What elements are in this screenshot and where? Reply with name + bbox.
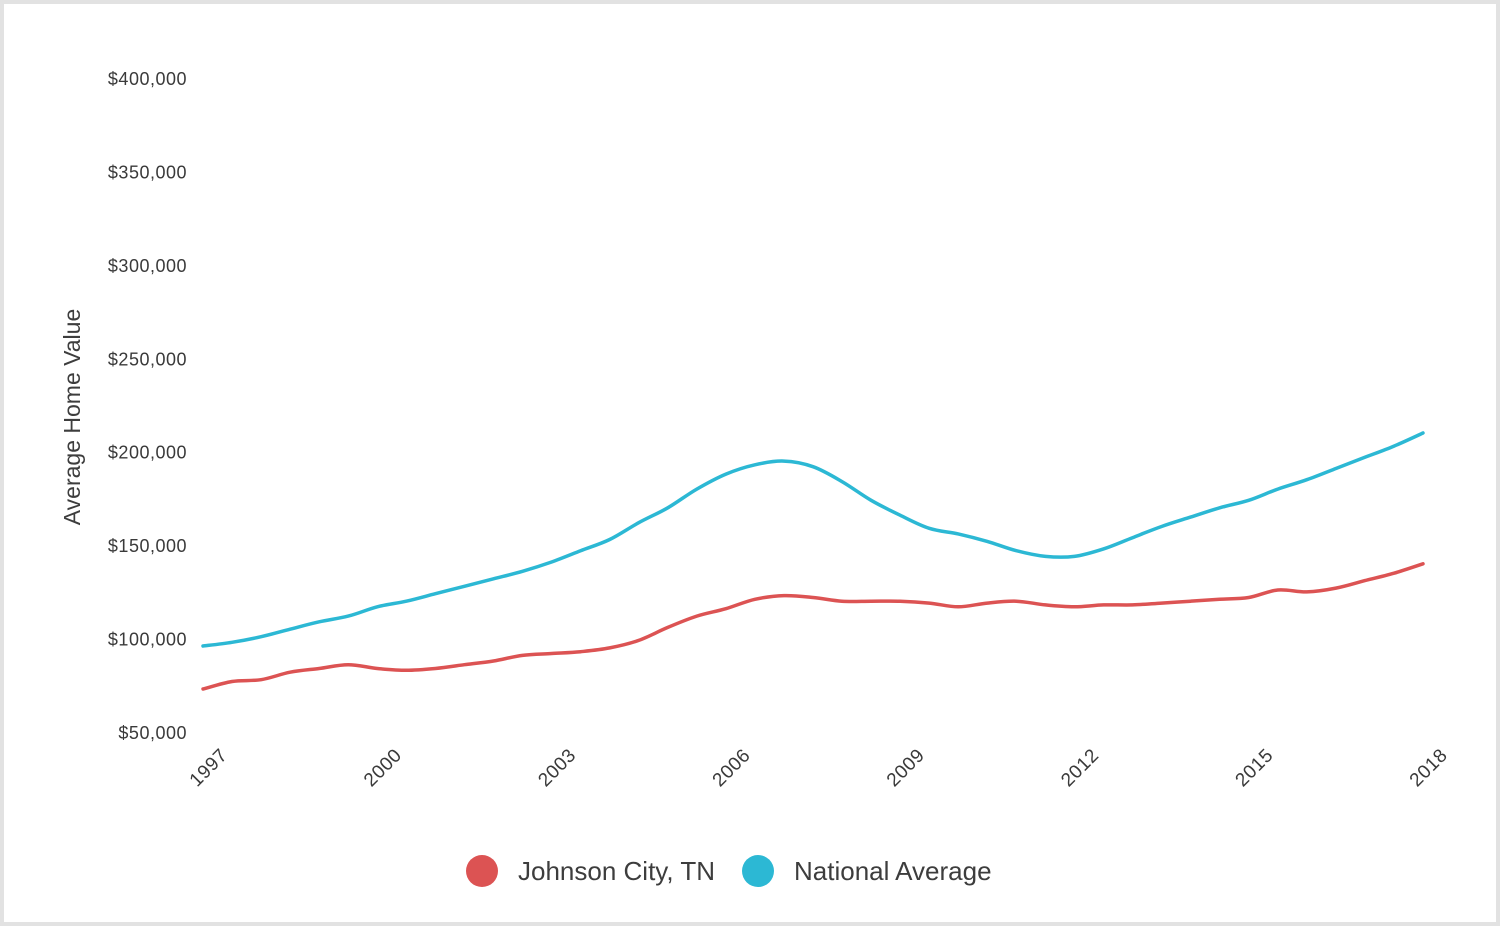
y-tick-label: $50,000 (118, 723, 187, 743)
x-tick-label: 2000 (360, 745, 406, 791)
y-tick-label: $350,000 (108, 162, 187, 182)
y-tick-label: $150,000 (108, 536, 187, 556)
y-axis-title: Average Home Value (59, 309, 85, 526)
legend-label: National Average (794, 856, 992, 886)
y-tick-label: $200,000 (108, 443, 187, 463)
x-tick-label: 2015 (1232, 745, 1278, 791)
legend-item-national-average[interactable]: National Average (742, 855, 992, 887)
legend-marker (742, 855, 774, 887)
legend-label: Johnson City, TN (518, 856, 715, 886)
x-axis-ticks: 1997 2000 2003 2006 2009 2012 2015 2018 (186, 745, 1452, 791)
x-tick-label: 2009 (883, 745, 929, 791)
x-tick-label: 2006 (709, 745, 755, 791)
y-tick-label: $300,000 (108, 256, 187, 276)
y-tick-label: $250,000 (108, 349, 187, 369)
x-tick-label: 2003 (534, 745, 580, 791)
series-line-national-average (201, 431, 1425, 648)
y-axis-ticks: $50,000 $100,000 $150,000 $200,000 $250,000 $… (108, 69, 187, 743)
legend[interactable]: Johnson City, TN National Average (466, 855, 992, 887)
series-line-johnson-city-tn (201, 562, 1425, 691)
x-tick-label: 1997 (186, 745, 232, 791)
legend-item-johnson-city-tn[interactable]: Johnson City, TN (466, 855, 715, 887)
x-tick-label: 2018 (1406, 745, 1452, 791)
x-tick-label: 2012 (1057, 745, 1103, 791)
legend-marker (466, 855, 498, 887)
y-tick-label: $100,000 (108, 630, 187, 650)
y-tick-label: $400,000 (108, 69, 187, 89)
series-lines (201, 431, 1425, 691)
